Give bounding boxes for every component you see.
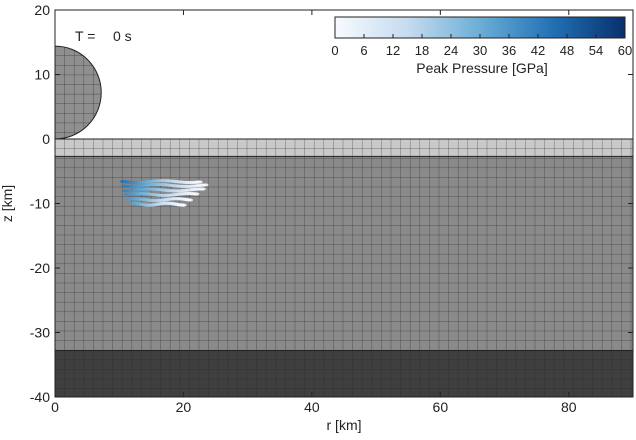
- plot-area: [55, 10, 633, 397]
- time-label: T =: [75, 28, 95, 44]
- x-tick-label: 80: [561, 399, 577, 415]
- y-tick-label: -10: [30, 196, 50, 212]
- lower-layer: [55, 350, 633, 397]
- colorbar-tick-label: 12: [386, 43, 400, 58]
- pressure-field: [119, 179, 209, 207]
- x-axis-label: r [km]: [327, 417, 362, 433]
- x-tick-label: 60: [433, 399, 449, 415]
- time-value: 0 s: [113, 28, 132, 44]
- x-tick-label: 20: [176, 399, 192, 415]
- y-tick-label: -30: [30, 325, 50, 341]
- colorbar-tick-label: 24: [444, 43, 458, 58]
- colorbar-tick-label: 60: [618, 43, 632, 58]
- colorbar-tick-label: 48: [560, 43, 574, 58]
- colorbar-label: Peak Pressure [GPa]: [416, 60, 548, 76]
- x-axis-ticks: 0 20 40 60 80: [51, 10, 577, 415]
- colorbar-tick-label: 6: [360, 43, 367, 58]
- colorbar-tick-label: 18: [415, 43, 429, 58]
- colorbar: 0 6 12 18 24 30 36 42 48 54 60 Peak Pressure [GPa]: [331, 16, 632, 76]
- pressure-point: [196, 180, 203, 184]
- x-tick-label: 0: [51, 399, 59, 415]
- colorbar-tick-label: 30: [473, 43, 487, 58]
- colorbar-ticks: 0 6 12 18 24 30 36 42 48 54 60: [331, 34, 632, 58]
- upper-layer: [55, 139, 633, 157]
- y-tick-label: -20: [30, 260, 50, 276]
- pressure-point: [199, 187, 206, 191]
- y-tick-label: 0: [42, 131, 50, 147]
- y-tick-label: 20: [34, 2, 50, 18]
- pressure-point: [193, 192, 200, 196]
- colorbar-tick-label: 36: [502, 43, 516, 58]
- colorbar-tick-label: 0: [331, 43, 338, 58]
- pressure-point: [202, 183, 209, 187]
- x-tick-label: 40: [304, 399, 320, 415]
- y-axis-ticks: 20 10 0 -10 -20 -30 -40: [30, 2, 633, 405]
- y-axis-label: z [km]: [0, 185, 15, 222]
- pressure-point: [186, 198, 194, 202]
- impactor: [55, 45, 102, 140]
- colorbar-tick-label: 42: [531, 43, 545, 58]
- pressure-point: [180, 203, 187, 207]
- y-tick-label: -40: [30, 389, 50, 405]
- colorbar-tick-label: 54: [589, 43, 603, 58]
- y-tick-label: 10: [34, 67, 50, 83]
